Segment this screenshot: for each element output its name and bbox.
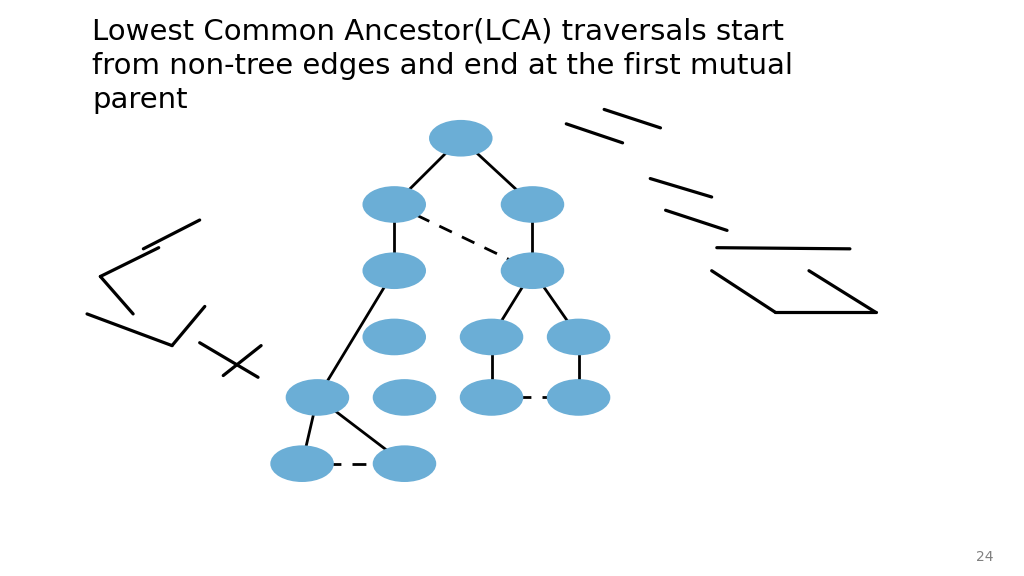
Circle shape (374, 380, 435, 415)
Circle shape (364, 320, 425, 354)
Circle shape (548, 320, 609, 354)
Circle shape (364, 187, 425, 222)
Circle shape (374, 446, 435, 481)
Circle shape (271, 446, 333, 481)
Circle shape (430, 121, 492, 156)
Text: Lowest Common Ancestor(LCA) traversals start
from non-tree edges and end at the : Lowest Common Ancestor(LCA) traversals s… (92, 17, 794, 115)
Circle shape (461, 320, 522, 354)
Circle shape (287, 380, 348, 415)
Circle shape (461, 380, 522, 415)
Circle shape (502, 187, 563, 222)
Circle shape (364, 253, 425, 288)
Circle shape (502, 253, 563, 288)
Circle shape (548, 380, 609, 415)
Text: 24: 24 (976, 551, 993, 564)
